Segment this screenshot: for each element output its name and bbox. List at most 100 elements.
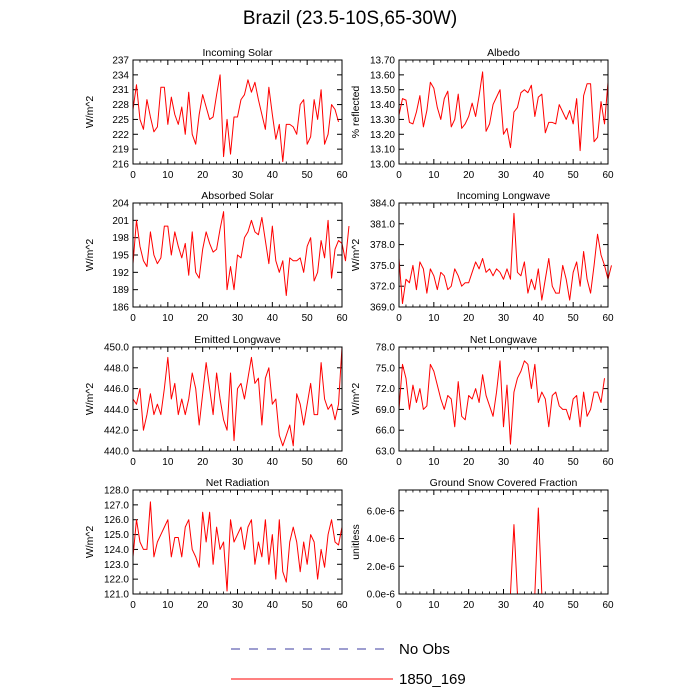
series-line-1850_169: [132, 211, 350, 296]
panel-title: Ground Snow Covered Fraction: [430, 477, 578, 489]
y-tick-label: 446.0: [104, 384, 129, 395]
plot-frame: [132, 489, 343, 595]
series-line-1850_169: [132, 501, 343, 592]
x-tick-label: 20: [197, 600, 209, 611]
x-tick-label: 0: [396, 457, 402, 468]
y-tick-label: 13.30: [370, 115, 395, 126]
x-tick-label: 50: [568, 170, 580, 181]
chart-panel-4: Incoming Longwave W/m^2 369.0 372.0 375.0 378…: [350, 190, 614, 324]
y-axis-label: W/m^2: [84, 239, 96, 272]
plot-frame: [132, 59, 343, 165]
y-tick-label: 66.0: [376, 426, 396, 437]
x-tick-label: 10: [428, 313, 440, 324]
y-tick-label: 204: [112, 199, 129, 210]
y-tick-label: 372.0: [370, 282, 395, 293]
y-tick-label: 0.0e-6: [367, 590, 396, 601]
y-tick-label: 69.0: [376, 405, 396, 416]
x-tick-label: 40: [533, 313, 545, 324]
x-tick-label: 30: [232, 457, 244, 468]
y-axis-label: unitless: [350, 524, 362, 560]
x-tick-label: 20: [197, 170, 209, 181]
x-tick-label: 30: [498, 457, 510, 468]
plot-frame: [398, 346, 609, 452]
y-tick-label: 195: [112, 251, 129, 262]
y-tick-label: 201: [112, 216, 129, 227]
y-tick-label: 369.0: [370, 303, 395, 314]
y-tick-label: 231: [112, 85, 129, 96]
x-tick-label: 40: [267, 313, 279, 324]
x-tick-label: 40: [533, 170, 545, 181]
y-axis-label: % reflected: [350, 86, 362, 139]
y-tick-label: 13.40: [370, 100, 395, 111]
legend-item-2: 1850_169: [231, 671, 466, 688]
y-tick-label: 375.0: [370, 261, 395, 272]
y-tick-label: 234: [112, 70, 129, 81]
x-tick-label: 40: [267, 457, 279, 468]
x-tick-label: 30: [498, 600, 510, 611]
x-tick-label: 0: [130, 170, 136, 181]
y-tick-label: 219: [112, 145, 129, 156]
x-tick-label: 50: [302, 170, 314, 181]
series-line-1850_169: [398, 360, 606, 445]
x-tick-label: 20: [463, 313, 475, 324]
y-tick-label: 13.20: [370, 130, 395, 141]
y-tick-label: 123.0: [104, 560, 129, 571]
y-tick-label: 2.0e-6: [367, 562, 396, 573]
chart-panel-8: Ground Snow Covered Fraction unitless 0.0e…: [350, 477, 614, 611]
y-axis-label: W/m^2: [84, 383, 96, 416]
chart-panel-6: Net Longwave W/m^2 63.0 66.0 69.0 72.0 75.0 78.…: [350, 334, 614, 468]
plot-frame: [132, 202, 343, 308]
panel-title: Incoming Solar: [202, 47, 273, 59]
x-tick-label: 60: [336, 600, 348, 611]
x-tick-label: 30: [232, 313, 244, 324]
x-tick-label: 40: [267, 170, 279, 181]
x-tick-label: 0: [396, 170, 402, 181]
x-tick-label: 50: [302, 600, 314, 611]
x-tick-label: 30: [232, 170, 244, 181]
plot-frame: [398, 59, 609, 165]
x-tick-label: 10: [428, 170, 440, 181]
panel-title: Emitted Longwave: [194, 334, 281, 346]
x-tick-label: 50: [302, 457, 314, 468]
y-tick-label: 126.0: [104, 515, 129, 526]
y-tick-label: 72.0: [376, 384, 396, 395]
x-tick-label: 10: [162, 600, 174, 611]
y-tick-label: 198: [112, 233, 129, 244]
y-tick-label: 222: [112, 130, 129, 141]
x-tick-label: 60: [602, 600, 614, 611]
y-tick-label: 125.0: [104, 530, 129, 541]
x-tick-label: 20: [197, 457, 209, 468]
x-tick-label: 60: [602, 457, 614, 468]
y-tick-label: 384.0: [370, 199, 395, 210]
legend-label: 1850_169: [399, 671, 466, 688]
x-tick-label: 20: [463, 457, 475, 468]
x-tick-label: 50: [568, 457, 580, 468]
chart-panel-1: Incoming Solar W/m^2 216 219 222 225 228 231 234…: [84, 47, 348, 181]
y-axis-label: W/m^2: [84, 526, 96, 559]
plot-frame: [398, 202, 609, 308]
x-tick-label: 10: [162, 170, 174, 181]
x-tick-label: 40: [533, 600, 545, 611]
chart-panel-3: Absorbed SolarW/m^2186189192195198201204…: [84, 190, 350, 324]
series-line-1850_169: [132, 346, 343, 447]
y-axis-label: W/m^2: [350, 383, 362, 416]
legend-label: No Obs: [399, 641, 450, 658]
x-tick-label: 0: [396, 313, 402, 324]
y-tick-label: 448.0: [104, 363, 129, 374]
y-axis-label: W/m^2: [350, 239, 362, 272]
figure-title: Brazil (23.5-10S,65-30W): [242, 8, 458, 29]
y-tick-label: 216: [112, 160, 129, 171]
chart-panel-2: Albedo % reflected 13.00 13.10 13.20 13.30 13.…: [350, 47, 614, 181]
y-tick-label: 378.0: [370, 240, 395, 251]
x-tick-label: 50: [568, 313, 580, 324]
x-tick-label: 0: [396, 600, 402, 611]
y-tick-label: 75.0: [376, 363, 396, 374]
chart-panel-7: Net Radiation W/m^2 121.0 122.0 123.0 124.0 12…: [84, 477, 348, 611]
x-tick-label: 0: [130, 313, 136, 324]
plot-frame: [132, 346, 343, 452]
x-tick-label: 10: [162, 457, 174, 468]
y-tick-label: 192: [112, 268, 129, 279]
y-tick-label: 78.0: [376, 343, 396, 354]
series-line-1850_169: [398, 212, 612, 305]
y-tick-label: 450.0: [104, 343, 129, 354]
